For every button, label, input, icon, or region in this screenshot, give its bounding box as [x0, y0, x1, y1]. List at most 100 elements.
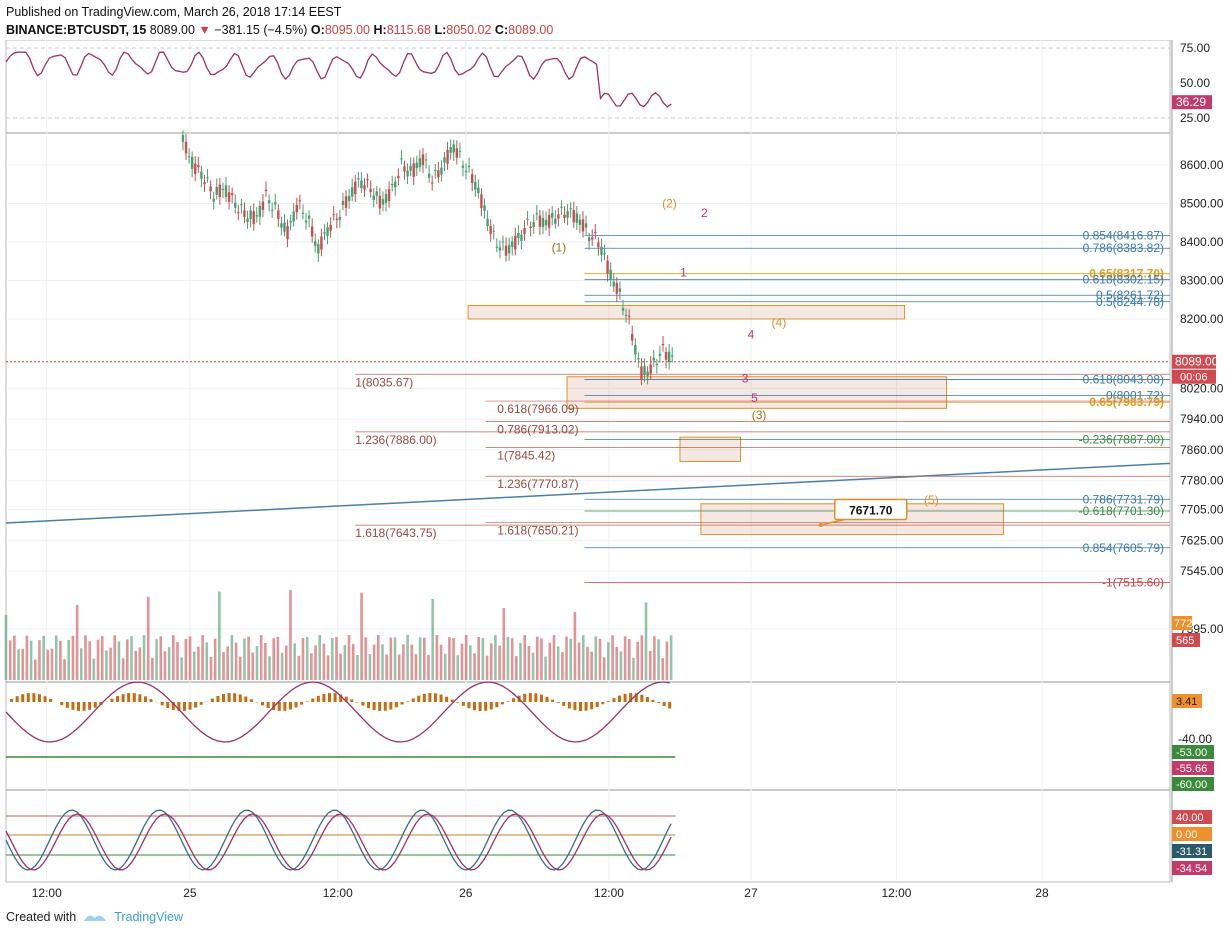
volume-bar — [397, 654, 401, 680]
volume-bar — [527, 645, 531, 680]
volume-bar — [54, 635, 58, 680]
candle-body — [581, 219, 585, 232]
candle-body — [594, 232, 597, 234]
candle-body — [587, 237, 591, 242]
macd-hist — [484, 702, 488, 711]
volume-bar — [209, 657, 213, 680]
candle-body — [200, 171, 203, 179]
macd-hist — [489, 702, 493, 710]
plot-area — [5, 40, 1171, 883]
volume-bar — [314, 645, 317, 680]
volume-bar — [159, 636, 163, 680]
candle-body — [464, 171, 468, 173]
volume-bar — [431, 599, 434, 680]
volume-bar — [343, 645, 347, 680]
volume-bar — [594, 636, 598, 680]
candle-body — [627, 315, 631, 317]
price-tick: 8200.00 — [1180, 312, 1224, 326]
macd-value-tag — [1172, 761, 1214, 775]
volume-bar — [151, 657, 154, 680]
macd-hist — [545, 696, 549, 702]
macd-hist — [300, 702, 304, 705]
volume-bar — [473, 653, 476, 680]
price-tick: 7780.00 — [1180, 474, 1224, 488]
candle-body — [357, 178, 360, 180]
macd-hist — [333, 693, 337, 702]
macd-hist — [21, 694, 25, 702]
price-change: −381.15 (−4.5%) — [214, 23, 308, 37]
macd-hist — [640, 694, 644, 702]
candle-body — [218, 184, 222, 197]
fib-label: 0.65(7983.79) — [1089, 395, 1164, 409]
macd-hist — [233, 693, 237, 702]
stoch-value-tag — [1172, 861, 1212, 875]
close-label: C: — [494, 23, 509, 37]
candle-body — [378, 195, 382, 209]
volume-tag-2 — [1172, 633, 1200, 647]
time-tick: 12:00 — [881, 886, 911, 900]
chart-frame — [5, 40, 1173, 883]
volume-bar — [611, 635, 614, 680]
volume-bar — [376, 635, 380, 680]
macd-hist — [406, 701, 410, 702]
candle-body — [486, 218, 489, 227]
candle-body — [375, 191, 378, 196]
candle-body — [483, 205, 486, 211]
macd-hist — [445, 696, 449, 702]
wave-label: 2 — [701, 206, 708, 220]
volume-bar — [176, 642, 179, 680]
macd-hist — [612, 698, 616, 702]
volume-bar — [653, 636, 656, 680]
candle-body — [517, 232, 520, 239]
volume-bar — [192, 651, 196, 680]
candle-body — [671, 355, 674, 357]
price-tick: 8020.00 — [1180, 381, 1224, 395]
volume-bar — [33, 659, 37, 680]
wave-label: 1 — [680, 266, 687, 280]
candle-body — [661, 343, 665, 346]
volume-bar — [607, 642, 610, 680]
volume-bar — [289, 590, 292, 680]
time-tick: 12:00 — [323, 886, 353, 900]
fib-label: 0.618(8043.08) — [1083, 372, 1164, 386]
down-arrow-icon: ▼ — [198, 23, 211, 37]
candle-body — [652, 357, 655, 361]
trendline — [5, 462, 1171, 524]
volume-bar — [372, 644, 376, 680]
candle-body — [449, 147, 452, 153]
fib-label: 0.854(8416.87) — [1083, 229, 1164, 243]
volume-bar — [665, 641, 669, 680]
volume-bar — [205, 642, 209, 680]
macd-hist — [439, 694, 443, 702]
rsi-pane — [5, 47, 1170, 119]
macd-hist — [668, 702, 672, 709]
price-chart[interactable]: 0.854(8416.87)0.786(8383.82) 0.65(8317.70… — [0, 40, 1230, 906]
volume-bar — [364, 637, 368, 680]
volume-bar — [50, 648, 54, 680]
candle-body — [507, 244, 511, 254]
fib-label: 0.618(8302.15) — [1083, 273, 1164, 287]
brand-name[interactable]: TradingView — [114, 910, 183, 924]
price-tick: 8600.00 — [1180, 158, 1224, 172]
macd-hist — [88, 702, 92, 710]
volume-bar — [71, 635, 75, 680]
volume-bar — [406, 635, 409, 680]
volume-bar — [351, 643, 355, 680]
price-tick: 7940.00 — [1180, 412, 1224, 426]
macd-hist — [244, 696, 248, 702]
stoch-value-tag — [1172, 827, 1212, 841]
macd-hist — [595, 702, 599, 708]
candle-body — [612, 281, 615, 287]
candle-body — [477, 187, 480, 194]
volume-bar — [284, 645, 288, 680]
candle-body — [624, 314, 628, 316]
volume-bar — [448, 637, 451, 680]
rsi-tick: 50.00 — [1180, 76, 1210, 90]
volume-bar — [368, 654, 372, 680]
candle-body — [292, 211, 295, 222]
price-tick: 8400.00 — [1180, 235, 1224, 249]
macd-hist — [645, 696, 649, 702]
candle-body — [461, 165, 465, 168]
volume-bar — [565, 636, 568, 680]
candle-body — [261, 201, 265, 210]
